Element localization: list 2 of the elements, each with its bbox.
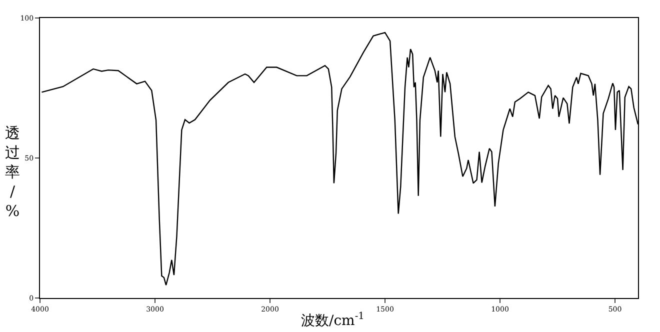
x-axis-title: 波数/cm$^{-1}$: [301, 311, 364, 329]
y-axis-title: 透过率/%: [5, 124, 20, 220]
